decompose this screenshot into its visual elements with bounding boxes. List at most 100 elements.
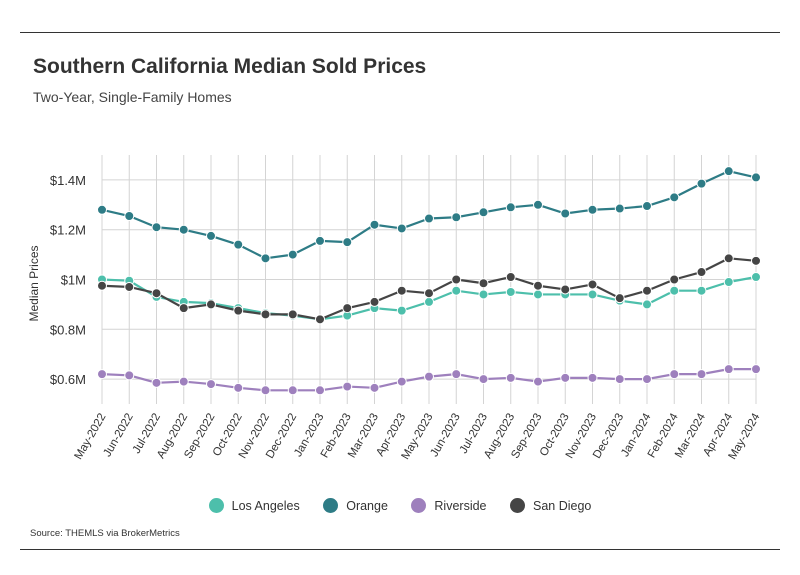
point-orange: [669, 192, 680, 203]
point-riverside: [178, 376, 189, 387]
y-axis-title: Median Prices: [27, 245, 41, 321]
point-riverside: [151, 377, 162, 388]
point-orange: [260, 253, 271, 264]
point-orange: [533, 199, 543, 210]
point-riverside: [451, 369, 462, 380]
point-san-diego: [178, 303, 189, 314]
legend-label-orange: Orange: [346, 499, 388, 513]
point-riverside: [124, 370, 135, 381]
legend-item-los-angeles: Los Angeles: [208, 498, 300, 513]
point-riverside: [97, 369, 107, 380]
point-san-diego: [751, 255, 761, 266]
point-los-angeles: [533, 289, 543, 300]
point-orange: [614, 203, 625, 214]
point-orange: [696, 178, 707, 189]
point-san-diego: [233, 305, 244, 316]
point-orange: [315, 235, 325, 246]
point-orange: [287, 249, 298, 260]
point-riverside: [669, 369, 680, 380]
point-los-angeles: [451, 285, 462, 296]
y-tick-label: $1.4M: [50, 173, 86, 188]
point-los-angeles: [424, 296, 434, 307]
y-tick-label: $0.6M: [50, 372, 86, 387]
point-los-angeles: [642, 299, 652, 310]
point-san-diego: [287, 309, 298, 320]
point-orange: [751, 172, 761, 183]
point-riverside: [315, 385, 325, 396]
chart-title: Southern California Median Sold Prices: [33, 55, 427, 78]
point-los-angeles: [478, 289, 489, 300]
y-tick-label: $0.8M: [50, 322, 86, 337]
point-riverside: [560, 372, 571, 383]
point-san-diego: [315, 314, 325, 325]
y-tick-label: $1.2M: [50, 223, 86, 238]
point-los-angeles: [505, 286, 516, 297]
point-san-diego: [451, 274, 462, 285]
legend-item-orange: Orange: [323, 498, 388, 513]
point-san-diego: [97, 280, 107, 291]
source-note: Source: THEMLS via BrokerMetrics: [30, 528, 180, 539]
point-riverside: [424, 371, 434, 382]
point-san-diego: [396, 285, 407, 296]
point-riverside: [478, 374, 489, 385]
point-orange: [369, 219, 380, 230]
point-orange: [478, 207, 489, 218]
chart-legend: Los Angeles Orange Riverside San Diego: [0, 498, 800, 513]
point-san-diego: [424, 288, 434, 299]
point-riverside: [587, 372, 598, 383]
point-orange: [206, 230, 216, 241]
point-san-diego: [642, 285, 652, 296]
legend-label-san-diego: San Diego: [533, 499, 592, 513]
point-san-diego: [478, 278, 489, 289]
point-san-diego: [587, 279, 598, 290]
legend-label-riverside: Riverside: [434, 499, 487, 513]
point-orange: [342, 237, 353, 248]
point-los-angeles: [723, 276, 734, 287]
chart-subtitle: Two-Year, Single-Family Homes: [33, 89, 232, 105]
legend-item-riverside: Riverside: [411, 498, 487, 513]
bottom-rule: [20, 549, 780, 550]
point-san-diego: [696, 267, 707, 278]
point-orange: [560, 208, 571, 219]
point-san-diego: [560, 284, 571, 295]
point-orange: [233, 239, 244, 250]
legend-label-los-angeles: Los Angeles: [231, 499, 300, 513]
legend-swatch-san-diego: [510, 498, 525, 513]
legend-swatch-riverside: [411, 498, 427, 513]
point-riverside: [696, 369, 707, 380]
point-riverside: [614, 374, 625, 385]
point-los-angeles: [669, 285, 680, 296]
point-riverside: [260, 385, 271, 396]
point-riverside: [369, 382, 380, 393]
point-orange: [396, 223, 407, 234]
point-los-angeles: [587, 289, 598, 300]
point-riverside: [723, 364, 734, 375]
point-orange: [424, 213, 434, 224]
point-los-angeles: [751, 272, 761, 283]
point-san-diego: [723, 253, 734, 264]
top-rule: [20, 32, 780, 33]
point-riverside: [751, 364, 761, 375]
point-san-diego: [369, 296, 380, 307]
point-los-angeles: [396, 305, 407, 316]
point-orange: [151, 222, 162, 233]
point-orange: [723, 166, 734, 177]
point-orange: [642, 201, 652, 212]
point-riverside: [233, 382, 244, 393]
point-orange: [587, 204, 598, 215]
legend-swatch-los-angeles: [208, 498, 224, 513]
point-san-diego: [505, 272, 516, 283]
point-riverside: [287, 385, 298, 396]
legend-item-san-diego: San Diego: [510, 498, 591, 513]
point-orange: [124, 211, 135, 222]
point-san-diego: [614, 293, 625, 304]
point-orange: [451, 212, 462, 223]
point-riverside: [505, 372, 516, 383]
point-riverside: [342, 381, 353, 392]
point-san-diego: [533, 280, 543, 291]
point-san-diego: [669, 274, 680, 285]
legend-swatch-orange: [323, 498, 339, 513]
point-riverside: [533, 376, 543, 387]
y-tick-label: $1M: [61, 273, 86, 288]
